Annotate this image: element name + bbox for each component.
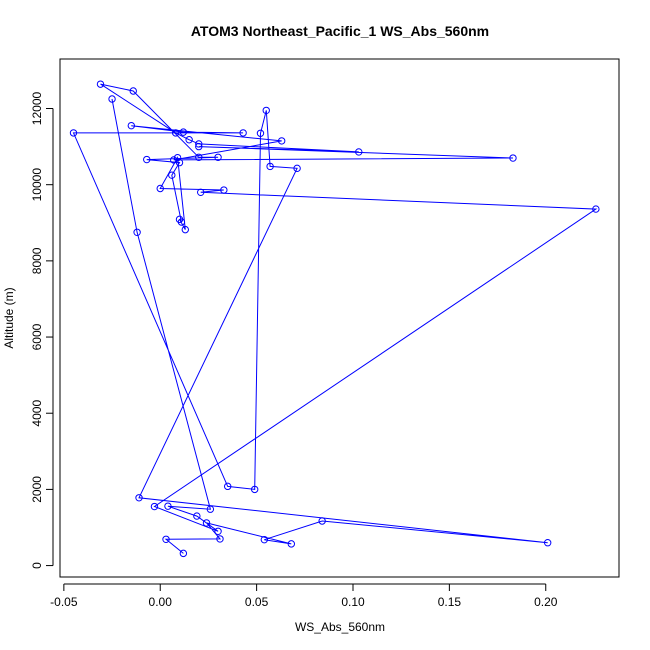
data-point (202, 519, 211, 527)
x-tick-label: -0.05 (50, 595, 78, 609)
x-tick-label: 0.05 (245, 595, 269, 609)
y-tick-label: 0 (30, 562, 44, 569)
data-point (214, 153, 222, 161)
data-point (127, 121, 136, 130)
data-point (197, 188, 205, 197)
y-axis: 0 2000 4000 6000 8000 10000 12000 (30, 92, 54, 569)
data-point (129, 87, 137, 95)
data-point (355, 148, 363, 156)
data-point (143, 155, 151, 164)
data-point (108, 95, 116, 103)
data-point (96, 80, 105, 88)
data-point (195, 153, 203, 161)
data-point (162, 535, 170, 543)
data-point (193, 512, 201, 520)
data-point (287, 540, 296, 548)
data-point (185, 136, 193, 144)
data-point (175, 215, 184, 224)
data-point (195, 140, 203, 148)
y-axis-label: Altitude (m) (2, 287, 16, 348)
data-point (239, 129, 247, 137)
data-point (224, 482, 232, 491)
data-point (214, 527, 222, 535)
data-point (150, 502, 159, 511)
data-point (318, 517, 326, 525)
data-point (179, 549, 188, 558)
data-point (133, 228, 141, 237)
data-point (175, 158, 184, 167)
series-line (72, 83, 598, 554)
data-point (195, 142, 203, 151)
data-point (250, 485, 259, 494)
plot-frame (59, 58, 620, 578)
data-point (256, 129, 265, 137)
y-tick-label: 4000 (30, 400, 44, 427)
data-point (168, 171, 176, 179)
data-point (266, 162, 274, 171)
data-point (260, 535, 269, 544)
y-tick-label: 8000 (30, 247, 44, 274)
y-tick-label: 2000 (30, 476, 44, 503)
data-point (171, 129, 180, 137)
data-point (179, 128, 188, 136)
data-point (206, 505, 215, 513)
data-point (216, 535, 224, 543)
data-point (543, 539, 552, 547)
y-tick-label: 10000 (30, 168, 44, 202)
x-axis: -0.05 0.00 0.05 0.10 0.15 0.20 (50, 583, 558, 609)
data-point (181, 225, 189, 234)
x-tick-label: 0.20 (534, 595, 558, 609)
y-tick-label: 12000 (30, 92, 44, 126)
data-point (164, 502, 172, 510)
y-tick-label: 6000 (30, 323, 44, 350)
data-point (509, 154, 517, 162)
x-tick-label: 0.10 (341, 595, 365, 609)
x-axis-label: WS_Abs_560nm (295, 620, 385, 634)
data-point (262, 106, 270, 115)
data-point (277, 137, 286, 145)
data-point (170, 156, 178, 164)
data-point (293, 164, 301, 173)
chart-title: ATOM3 Northeast_Pacific_1 WS_Abs_560nm (191, 23, 489, 39)
data-point (592, 205, 600, 213)
data-point (135, 494, 143, 502)
data-point (173, 153, 182, 162)
data-point (156, 184, 164, 193)
series-layer (69, 80, 600, 558)
data-point (69, 129, 78, 137)
x-tick-label: 0.15 (438, 595, 462, 609)
x-tick-label: 0.00 (149, 595, 173, 609)
data-point (220, 186, 228, 194)
